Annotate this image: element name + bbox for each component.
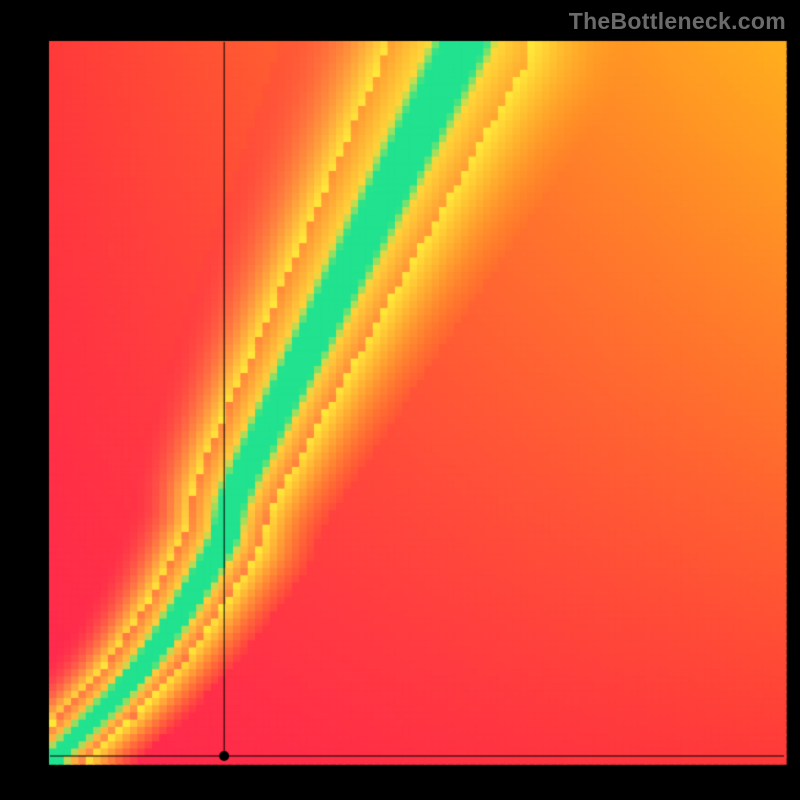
watermark: TheBottleneck.com [569,8,786,35]
heatmap-canvas [0,0,800,800]
chart-container: TheBottleneck.com [0,0,800,800]
